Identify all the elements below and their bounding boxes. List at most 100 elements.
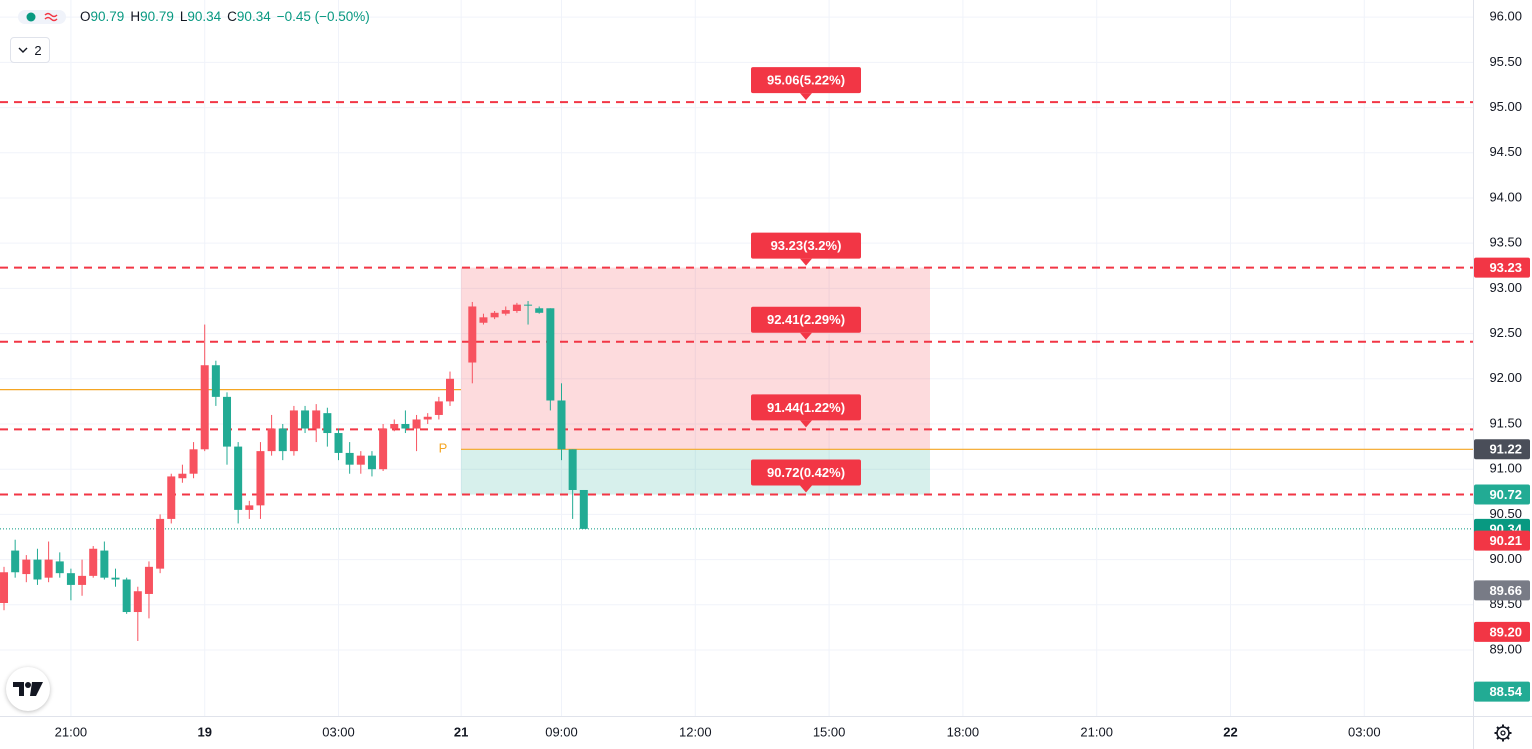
price-tag xyxy=(1474,621,1530,642)
ohlc-value: 90.34 xyxy=(236,9,271,24)
candle-body xyxy=(524,304,533,306)
ohlc-key: C xyxy=(227,9,237,24)
candle-body xyxy=(434,401,443,415)
ohlc-key: O xyxy=(80,9,91,24)
candle-body xyxy=(423,416,432,420)
tv-logo[interactable] xyxy=(6,667,50,711)
gear-hub xyxy=(1500,730,1506,736)
y-tick-label: 95.00 xyxy=(1489,99,1522,114)
ohlc-key: H xyxy=(130,9,141,24)
candle-body xyxy=(178,473,187,479)
price-tag-label: 88.54 xyxy=(1489,684,1522,699)
settings-button[interactable] xyxy=(1494,724,1512,742)
ohlc-item: O90.79 xyxy=(80,9,124,24)
level-label-pointer xyxy=(800,258,812,266)
y-tick-label: 94.50 xyxy=(1489,144,1522,159)
price-tag xyxy=(1474,580,1530,601)
candle-body xyxy=(0,572,9,603)
y-tick-label: 89.00 xyxy=(1489,641,1522,656)
candle-body xyxy=(446,378,455,402)
candle-body xyxy=(568,449,577,490)
candle-body xyxy=(55,561,64,574)
level-label: 90.72(0.42%) xyxy=(767,465,845,480)
candle-body xyxy=(11,550,20,573)
level-label-box xyxy=(751,67,861,94)
candle-body xyxy=(234,446,243,510)
x-tick-label: 21 xyxy=(454,724,468,739)
candle-body xyxy=(490,312,499,318)
candle-body xyxy=(78,575,87,585)
change: −0.45 (−0.50%) xyxy=(276,9,370,24)
level-label-box xyxy=(751,459,861,486)
level-label-pointer xyxy=(800,93,812,101)
ohlc-item: L90.34 xyxy=(180,9,221,24)
y-tick-label: 92.50 xyxy=(1489,325,1522,340)
level-label: 95.06(5.22%) xyxy=(767,73,845,88)
candle-body xyxy=(211,365,220,397)
candle-body xyxy=(479,317,488,323)
y-tick-label: 94.00 xyxy=(1489,189,1522,204)
ohlc-key: L xyxy=(179,9,188,24)
candle-body xyxy=(557,400,566,450)
candle-body xyxy=(401,423,410,429)
y-tick-label: 93.50 xyxy=(1489,235,1522,250)
candle-body xyxy=(144,566,153,594)
symbol-icons[interactable] xyxy=(18,9,66,24)
candle-body xyxy=(367,455,376,470)
candle-body xyxy=(323,413,332,434)
pivot-label: P xyxy=(439,441,448,456)
candle-body xyxy=(379,428,388,470)
level-label-pointer xyxy=(800,420,812,428)
candle-body xyxy=(312,410,321,429)
candle-body xyxy=(100,550,109,578)
y-tick-label: 96.00 xyxy=(1489,9,1522,24)
logo-mark xyxy=(13,682,43,696)
y-tick-label: 91.50 xyxy=(1489,415,1522,430)
ohlc-value: 90.34 xyxy=(187,9,222,24)
price-tag xyxy=(1474,530,1530,551)
candle-body xyxy=(512,304,521,311)
indicator-toggle[interactable]: 2 xyxy=(10,37,50,63)
status-dot xyxy=(26,12,36,21)
y-tick-label: 92.00 xyxy=(1489,370,1522,385)
level-label-pointer xyxy=(800,485,812,493)
candle-body xyxy=(111,577,120,580)
level-label-box xyxy=(751,306,861,333)
candle-body xyxy=(66,573,75,585)
candle-body xyxy=(156,518,165,569)
price-tag xyxy=(1474,257,1530,278)
candle-body xyxy=(167,476,176,519)
candle-body xyxy=(278,428,287,452)
gear-tooth xyxy=(1506,736,1510,740)
ohlc-item: H90.79 xyxy=(130,9,174,24)
y-tick-label: 90.50 xyxy=(1489,506,1522,521)
candle-body xyxy=(535,308,544,313)
ohlc-values: O90.79 H90.79 L90.34 C90.34 xyxy=(80,9,277,24)
candle-body xyxy=(33,559,42,580)
candle-body xyxy=(345,452,354,465)
candle-body xyxy=(44,559,53,578)
x-tick-label: 12:00 xyxy=(679,724,712,739)
y-tick-label: 90.00 xyxy=(1489,551,1522,566)
level-label-box xyxy=(751,394,861,421)
price-tag-label: 89.66 xyxy=(1489,583,1522,598)
ohlc-header: O90.79 H90.79 L90.34 C90.34 −0.45 (−0.50%) xyxy=(18,9,370,24)
y-tick-label: 95.50 xyxy=(1489,54,1522,69)
level-label: 93.23(3.2%) xyxy=(771,238,842,253)
price-tag xyxy=(1474,681,1530,702)
price-tag-label: 89.20 xyxy=(1489,624,1522,639)
price-tag-label: 90.21 xyxy=(1489,533,1522,548)
x-tick-label: 03:00 xyxy=(1348,724,1381,739)
wave-icon xyxy=(44,12,58,21)
price-tag-label: 93.23 xyxy=(1489,260,1522,275)
indicator-count: 2 xyxy=(34,42,42,58)
candle-body xyxy=(334,433,343,453)
candle-body xyxy=(22,559,31,575)
gear-tooth xyxy=(1496,736,1500,740)
candle-body xyxy=(122,579,131,613)
candle-body xyxy=(501,310,510,314)
x-tick-label: 03:00 xyxy=(322,724,355,739)
level-label: 91.44(1.22%) xyxy=(767,400,845,415)
